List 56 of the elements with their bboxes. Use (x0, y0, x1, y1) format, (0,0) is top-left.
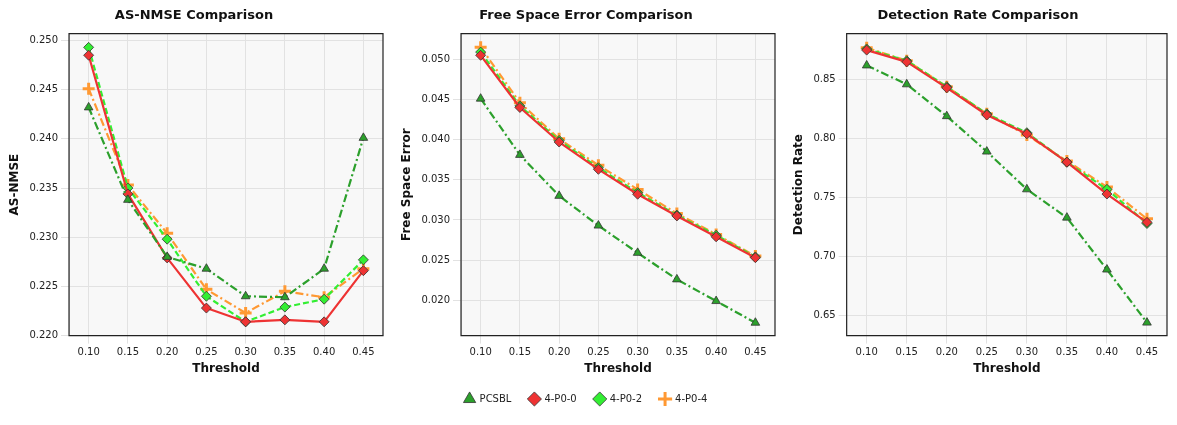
x-tick-label: 0.40 (705, 346, 728, 358)
x-tick-label: 0.25 (195, 346, 218, 358)
x-tick-label: 0.10 (855, 346, 878, 358)
y-tick-label: 0.025 (421, 253, 451, 265)
y-tick-label: 0.020 (421, 293, 451, 305)
x-tick-label: 0.15 (508, 346, 532, 358)
y-tick-label: 0.220 (29, 329, 59, 341)
y-tick-label: 0.035 (421, 173, 451, 185)
x-axis-title: Threshold (192, 360, 260, 375)
x-tick-label: 0.30 (626, 346, 649, 358)
legend-label: 4-P0-2 (609, 392, 643, 404)
y-tick-label: 0.240 (29, 132, 59, 144)
y-tick-label: 0.030 (421, 213, 451, 225)
y-axis-title: Detection Rate (791, 134, 806, 236)
x-tick-label: 0.45 (1135, 346, 1159, 358)
x-tick-label: 0.35 (665, 346, 689, 358)
x-tick-label: 0.15 (116, 346, 140, 358)
y-axis-title: Free Space Error (399, 128, 414, 241)
y-tick-label: 0.230 (29, 230, 59, 242)
legend-label: 4-P0-4 (675, 392, 708, 404)
x-tick-label: 0.45 (352, 346, 375, 358)
y-tick-label: 0.045 (421, 93, 451, 105)
y-tick-label: 0.75 (813, 191, 836, 203)
y-axis-title: AS-NMSE (7, 153, 22, 216)
x-tick-label: 0.15 (895, 346, 918, 358)
x-tick-label: 0.35 (273, 346, 297, 358)
y-tick-label: 0.235 (29, 181, 59, 193)
chart-title: AS-NMSE Comparison (114, 7, 274, 23)
x-tick-label: 0.45 (744, 346, 767, 358)
x-tick-label: 0.30 (234, 346, 257, 358)
x-axis-title: Threshold (973, 360, 1041, 375)
y-tick-label: 0.245 (29, 83, 59, 95)
y-tick-label: 0.80 (813, 132, 836, 144)
y-tick-label: 0.225 (29, 280, 59, 292)
y-tick-label: 0.040 (421, 133, 451, 145)
y-tick-label: 0.85 (813, 73, 836, 85)
legend-label: PCSBL (479, 392, 512, 404)
x-tick-label: 0.20 (548, 346, 571, 358)
x-tick-label: 0.40 (1095, 346, 1119, 358)
x-axis-title: Threshold (584, 360, 652, 375)
x-tick-label: 0.25 (975, 346, 998, 358)
y-tick-label: 0.050 (421, 52, 451, 64)
chart-title: Free Space Error Comparison (479, 7, 693, 23)
y-tick-label: 0.65 (813, 309, 836, 321)
x-tick-label: 0.10 (469, 346, 492, 358)
x-tick-label: 0.10 (77, 346, 100, 358)
x-tick-label: 0.20 (156, 346, 179, 358)
y-tick-label: 0.250 (29, 34, 59, 46)
x-tick-label: 0.35 (1055, 346, 1079, 358)
x-tick-label: 0.40 (313, 346, 336, 358)
y-tick-label: 0.70 (813, 250, 836, 262)
chart-title: Detection Rate Comparison (877, 7, 1079, 23)
x-tick-label: 0.30 (1015, 346, 1038, 358)
x-tick-label: 0.20 (935, 346, 958, 358)
legend-label: 4-P0-0 (544, 392, 577, 404)
x-tick-label: 0.25 (587, 346, 610, 358)
